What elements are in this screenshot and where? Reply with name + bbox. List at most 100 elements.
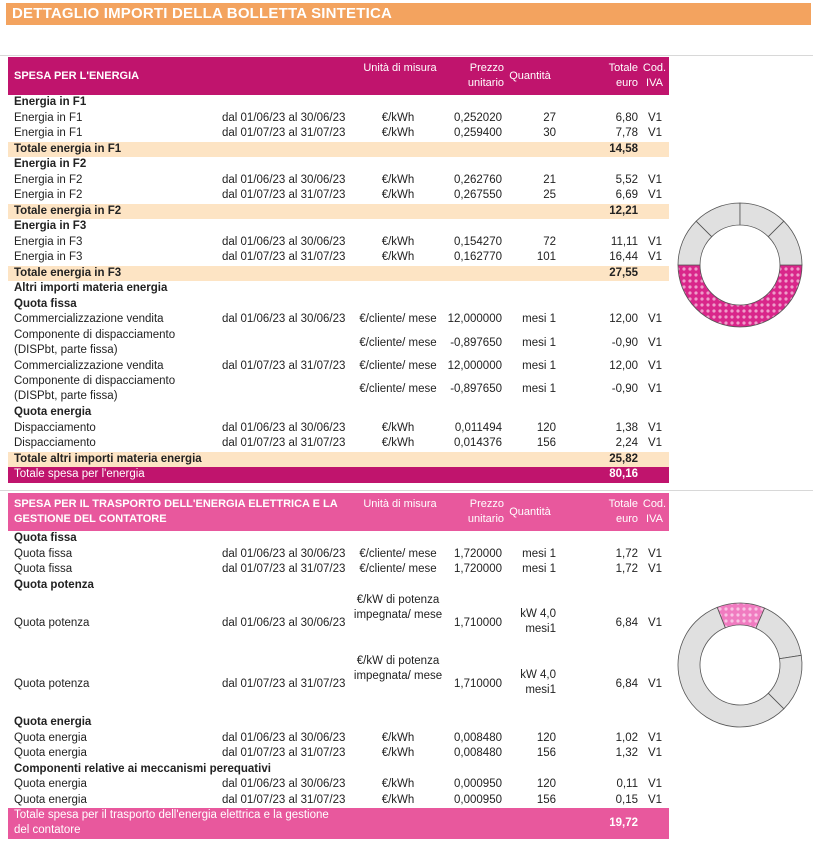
table-row: Energia in F1 dal 01/06/23 al 30/06/23 €/k…: [8, 111, 669, 127]
period-cell: dal 01/06/23 al 30/06/23: [222, 547, 346, 560]
row-label: Totale energia in F3: [14, 266, 122, 279]
unit-cell: €/kWh: [381, 127, 415, 139]
period-cell: dal 01/06/23 al 30/06/23: [222, 778, 346, 790]
total-cell: 16,44: [609, 251, 638, 263]
period-cell: dal 01/06/23 al 30/06/23: [222, 111, 346, 124]
table-row: Dispacciamento dal 01/07/23 al 31/07/23 €/…: [8, 436, 669, 452]
price-cell: 1,710000: [454, 678, 502, 690]
donut-segment: [677, 606, 785, 728]
donut-segment: [755, 607, 802, 660]
row-label: Totale spesa per l'energia: [14, 468, 145, 480]
price-cell: 12,000000: [447, 313, 502, 325]
col-iva: Cod. IVA: [642, 498, 667, 525]
table-row: Energia in F1 dal 01/07/23 al 31/07/23 €/k…: [8, 126, 669, 142]
group-heading: Quota energia: [8, 405, 669, 421]
period-cell: dal 01/06/23 al 30/06/23: [222, 731, 346, 744]
price-cell: 0,259400: [454, 127, 502, 139]
row-label: Quota energia: [14, 793, 87, 806]
qty-cell: mesi 1: [522, 313, 556, 325]
qty-cell: 120: [536, 421, 556, 434]
group-heading: Energia in F1: [8, 95, 669, 111]
row-label: Componente di dispacciamento (DISPbt, pa…: [14, 328, 176, 356]
qty-cell: 25: [543, 189, 556, 201]
unit-cell: €/kWh: [381, 251, 415, 263]
iva-cell: V1: [647, 731, 663, 744]
table-row: Quota fissa dal 01/06/23 al 30/06/23 €/cli…: [8, 547, 669, 563]
total-row: Totale energia in F1 14,58: [8, 141, 669, 157]
row-label: Quota energia: [14, 406, 92, 418]
row-label: Energia in F2: [14, 173, 83, 186]
unit-cell: €/cliente/ mese: [359, 563, 437, 575]
unit-cell: €/kWh: [381, 173, 415, 186]
total-row: Totale energia in F3 27,55: [8, 265, 669, 281]
period-cell: dal 01/06/23 al 30/06/23: [222, 421, 346, 434]
row-label: Commercializzazione vendita: [14, 313, 164, 325]
iva-cell: V1: [647, 359, 663, 372]
row-label: Energia in F1: [14, 127, 83, 139]
unit-cell: €/cliente/ mese: [359, 547, 437, 560]
price-cell: 0,162770: [454, 251, 502, 263]
total-cell: 6,84: [615, 617, 638, 629]
row-label: Altri importi materia energia: [14, 282, 168, 294]
period-cell: dal 01/07/23 al 31/07/23: [222, 747, 346, 759]
period-cell: dal 01/06/23 al 30/06/23: [222, 617, 346, 629]
qty-cell: 101: [536, 251, 556, 263]
unit-cell: €/kWh: [381, 437, 415, 449]
iva-cell: V1: [647, 127, 663, 139]
row-label: Componenti relative ai meccanismi perequ…: [14, 762, 271, 775]
total-cell: 12,21: [609, 204, 638, 217]
period-cell: dal 01/07/23 al 31/07/23: [222, 189, 346, 201]
col-total: Totale euro: [608, 498, 638, 525]
price-cell: -0,897650: [450, 383, 502, 395]
col-total: Totale euro: [608, 62, 638, 89]
period-cell: dal 01/07/23 al 31/07/23: [222, 359, 346, 372]
group-heading: Energia in F3: [8, 219, 669, 235]
row-label: Energia in F2: [14, 158, 87, 170]
iva-cell: V1: [647, 617, 663, 629]
row-label: Totale spesa per il trasporto dell'energ…: [14, 809, 329, 836]
unit-cell: €/cliente/ mese: [359, 313, 437, 325]
total-cell: 11,11: [610, 235, 638, 248]
price-cell: 0,267550: [454, 189, 502, 201]
energy-share-donut: [677, 202, 803, 328]
row-label: Quota fissa: [14, 547, 73, 560]
qty-cell: 27: [543, 111, 556, 124]
iva-cell: V1: [647, 111, 663, 124]
row-label: Energia in F2: [14, 189, 83, 201]
total-cell: 25,82: [609, 452, 638, 465]
qty-cell: mesi 1: [522, 359, 556, 372]
qty-cell: mesi 1: [522, 547, 556, 560]
price-cell: 0,252020: [454, 111, 502, 124]
table-row: Commercializzazione vendita dal 01/07/23 …: [8, 359, 669, 375]
col-iva: Cod. IVA: [642, 62, 667, 89]
unit-cell: €/kW di potenza impegnata/ mese: [353, 655, 443, 682]
table-row: Energia in F2 dal 01/06/23 al 30/06/23 €/k…: [8, 173, 669, 189]
total-cell: 0,15: [615, 793, 638, 806]
unit-cell: €/kWh: [381, 747, 415, 759]
period-cell: dal 01/07/23 al 31/07/23: [222, 251, 346, 263]
price-cell: 0,000950: [454, 793, 502, 806]
table-row: Componente di dispacciamento (DISPbt, pa…: [8, 374, 669, 405]
table-row: Dispacciamento dal 01/06/23 al 30/06/23 €/…: [8, 421, 669, 437]
total-cell: 1,02: [615, 731, 638, 744]
period-cell: dal 01/07/23 al 31/07/23: [222, 437, 346, 449]
row-label: Quota energia: [14, 778, 87, 790]
col-price: Prezzo unitario: [467, 62, 504, 89]
table-row: Componente di dispacciamento (DISPbt, pa…: [8, 328, 669, 359]
section-title: SPESA PER L'ENERGIA: [14, 70, 140, 82]
price-cell: 0,014376: [454, 437, 502, 449]
unit-cell: €/kWh: [381, 235, 415, 248]
energy-section-header: SPESA PER L'ENERGIA Unità di misura Prez…: [8, 57, 669, 95]
total-cell: 7,78: [615, 127, 638, 139]
qty-cell: 30: [543, 127, 556, 139]
row-label: Componente di dispacciamento (DISPbt, pa…: [14, 375, 176, 402]
total-cell: 27,55: [609, 266, 638, 279]
price-cell: 12,000000: [447, 359, 502, 372]
total-cell: 1,72: [615, 547, 638, 560]
row-label: Energia in F3: [14, 251, 83, 263]
transport-share-donut: [677, 602, 803, 728]
iva-cell: V1: [647, 778, 663, 790]
price-cell: 0,008480: [454, 747, 502, 759]
group-heading: Quota potenza: [8, 578, 669, 594]
qty-cell: kW 4,0 mesi1: [520, 608, 556, 635]
